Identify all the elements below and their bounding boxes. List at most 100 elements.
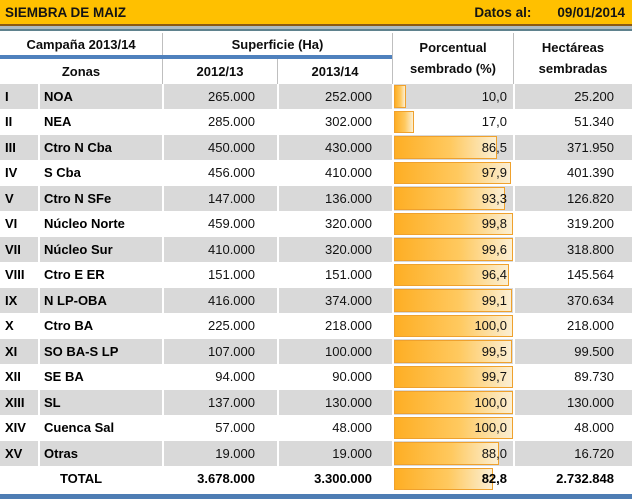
hectares-value: 25.200 (513, 84, 632, 109)
pct-label: 99,5 (481, 343, 507, 359)
pct-label: 99,8 (481, 216, 507, 232)
pct-data-bar (394, 85, 406, 108)
surface-2012-value: 151.000 (162, 262, 277, 287)
report-title: SIEMBRA DE MAIZ (5, 4, 126, 20)
zone-name: NEA (38, 109, 162, 134)
hectares-value: 130.000 (513, 390, 632, 415)
surface-2013-value: 130.000 (277, 390, 392, 415)
surface-2012-value: 107.000 (162, 339, 277, 364)
zone-index: IX (5, 292, 18, 308)
pct-label: 10,0 (481, 88, 507, 104)
table-row: V Ctro N SFe 147.000 136.000 93,3 126.82… (0, 186, 632, 212)
pct-label: 88,0 (481, 445, 507, 461)
surface-2012-value: 94.000 (162, 364, 277, 389)
table-row: XI SO BA-S LP 107.000 100.000 99,5 99.50… (0, 339, 632, 365)
table-row: II NEA 285.000 302.000 17,0 51.340 (0, 109, 632, 135)
pct-cell: 99,1 (392, 288, 513, 313)
zone-name: SL (38, 390, 162, 415)
table-row: XIV Cuenca Sal 57.000 48.000 100,0 48.00… (0, 415, 632, 441)
header-porcentual-sembrado: Porcentual sembrado (%) (392, 33, 513, 84)
zone-name: Núcleo Norte (38, 211, 162, 236)
surface-2013-value: 320.000 (277, 237, 392, 262)
datos-al-label: Datos al: (474, 4, 532, 20)
bottom-accent-bar (0, 494, 632, 499)
pct-cell: 100,0 (392, 313, 513, 338)
pct-label: 96,4 (481, 267, 507, 283)
surface-2013-value: 48.000 (277, 415, 392, 440)
zone-name: Otras (38, 441, 162, 466)
title-divider (0, 26, 632, 31)
pct-cell: 99,5 (392, 339, 513, 364)
hectares-value: 16.720 (513, 441, 632, 466)
surface-2012-value: 137.000 (162, 390, 277, 415)
surface-2012-value: 416.000 (162, 288, 277, 313)
title-bar-right: Datos al: 09/01/2014 (474, 5, 627, 20)
surface-2012-value: 410.000 (162, 237, 277, 262)
surface-2012-value: 225.000 (162, 313, 277, 338)
pct-cell: 86,5 (392, 135, 513, 160)
surface-2012-value: 265.000 (162, 84, 277, 109)
hectares-value: 89.730 (513, 364, 632, 389)
total-surface-2013: 3.300.000 (277, 466, 392, 491)
surface-2013-value: 19.000 (277, 441, 392, 466)
pct-data-bar (394, 263, 509, 286)
hectares-value: 99.500 (513, 339, 632, 364)
zone-name: NOA (38, 84, 162, 109)
zone-name: S Cba (38, 160, 162, 185)
table-header: Campaña 2013/14 Superficie (Ha) Zonas 20… (0, 33, 632, 84)
zone-name: SO BA-S LP (38, 339, 162, 364)
pct-data-bar (394, 110, 415, 133)
hectares-value: 370.634 (513, 288, 632, 313)
pct-label: 100,0 (474, 318, 507, 334)
surface-2012-value: 19.000 (162, 441, 277, 466)
pct-data-bar (394, 161, 511, 184)
table-row: III Ctro N Cba 450.000 430.000 86,5 371.… (0, 135, 632, 161)
zone-index: V (5, 190, 14, 206)
pct-cell: 88,0 (392, 441, 513, 466)
total-row: TOTAL 3.678.000 3.300.000 82,8 2.732.848 (0, 466, 632, 492)
table-row: XII SE BA 94.000 90.000 99,7 89.730 (0, 364, 632, 390)
zone-name: Núcleo Sur (38, 237, 162, 262)
surface-2013-value: 320.000 (277, 211, 392, 236)
zone-index: IV (5, 165, 18, 181)
pct-label: 99,1 (481, 292, 507, 308)
hectares-value: 218.000 (513, 313, 632, 338)
table-row: VI Núcleo Norte 459.000 320.000 99,8 319… (0, 211, 632, 237)
hectares-value: 401.390 (513, 160, 632, 185)
total-pct-cell: 82,8 (392, 466, 513, 491)
zone-index: III (5, 139, 16, 155)
pct-label: 86,5 (481, 139, 507, 155)
pct-cell: 99,7 (392, 364, 513, 389)
surface-2012-value: 147.000 (162, 186, 277, 211)
pct-cell: 97,9 (392, 160, 513, 185)
pct-data-bar (394, 442, 499, 465)
zone-name: Ctro N SFe (38, 186, 162, 211)
pct-cell: 17,0 (392, 109, 513, 134)
pct-cell: 10,0 (392, 84, 513, 109)
surface-2013-value: 430.000 (277, 135, 392, 160)
zone-name: N LP-OBA (38, 288, 162, 313)
pct-data-bar (394, 136, 497, 159)
hectares-value: 319.200 (513, 211, 632, 236)
header-zonas: Zonas (0, 59, 162, 84)
total-pct-data-bar (394, 467, 493, 490)
pct-data-bar (394, 416, 513, 439)
surface-2013-value: 252.000 (277, 84, 392, 109)
pct-data-bar (394, 365, 513, 388)
zone-name: Ctro N Cba (38, 135, 162, 160)
surface-2013-value: 410.000 (277, 160, 392, 185)
header-2013-14: 2013/14 (277, 59, 392, 84)
pct-data-bar (394, 238, 513, 261)
hectares-value: 371.950 (513, 135, 632, 160)
pct-label: 99,7 (481, 369, 507, 385)
surface-2013-value: 100.000 (277, 339, 392, 364)
pct-data-bar (394, 289, 512, 312)
surface-2013-value: 374.000 (277, 288, 392, 313)
table-body: I NOA 265.000 252.000 10,0 25.200 II NEA… (0, 84, 632, 467)
table-row: XV Otras 19.000 19.000 88,0 16.720 (0, 441, 632, 467)
pct-data-bar (394, 212, 513, 235)
header-accent-line (0, 55, 392, 59)
pct-label: 100,0 (474, 394, 507, 410)
title-bar: SIEMBRA DE MAIZ Datos al: 09/01/2014 (0, 0, 632, 26)
